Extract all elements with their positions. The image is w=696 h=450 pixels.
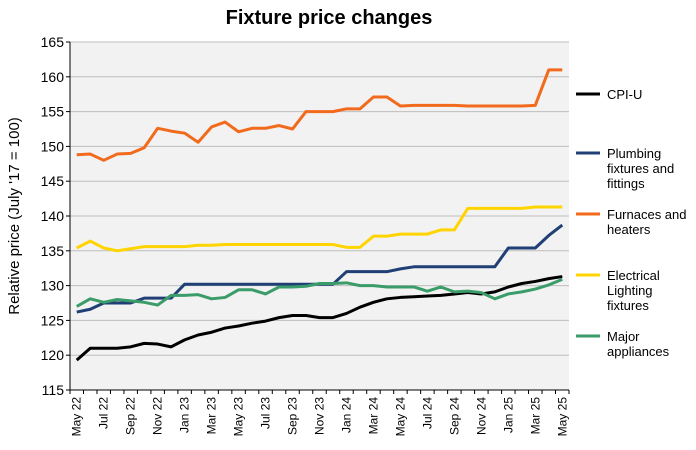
y-tick-label: 120 <box>41 347 65 363</box>
x-tick-label: Sep 24 <box>447 397 461 435</box>
legend-label: Furnaces and heaters <box>607 207 687 237</box>
y-tick-label: 125 <box>41 312 65 328</box>
x-tick-label: Jan 23 <box>178 397 192 433</box>
series-line-3 <box>76 205 563 253</box>
y-axis-label: Relative price (July '17 = 100) <box>6 117 23 315</box>
legend: CPI-U Plumbing fixtures and fittings Furnace… <box>576 87 687 359</box>
y-tick-label: 165 <box>41 34 65 50</box>
x-tick-label: Nov 24 <box>474 397 488 435</box>
x-tick-label: May 24 <box>393 397 407 437</box>
y-tick-label: 145 <box>41 173 65 189</box>
legend-label: CPI-U <box>607 87 642 102</box>
y-tick-label: 115 <box>42 382 65 398</box>
gridlines <box>70 41 569 391</box>
x-tick-label: May 25 <box>555 397 569 437</box>
x-tick-label: Mar 23 <box>205 397 219 435</box>
y-tick-label: 130 <box>41 278 65 294</box>
chart-title: Fixture price changes <box>226 7 433 29</box>
legend-label: Electrical Lighting fixtures <box>607 268 660 313</box>
series-lines <box>75 68 564 362</box>
y-tick-label: 160 <box>41 69 65 85</box>
y-axis-ticks: 115 120 125 130 135 140 145 150 155 160 165 <box>41 34 70 398</box>
x-tick-label: Jul 24 <box>420 397 434 429</box>
x-tick-label: Jul 22 <box>97 397 111 429</box>
x-tick-label: Sep 23 <box>286 397 300 435</box>
series-line-2 <box>76 68 563 162</box>
x-tick-label: Mar 25 <box>528 397 542 435</box>
x-tick-label: Jan 25 <box>501 397 515 433</box>
x-tick-label: Nov 22 <box>151 397 165 435</box>
x-tick-label: May 22 <box>70 397 84 437</box>
y-tick-label: 155 <box>41 104 65 120</box>
y-tick-label: 140 <box>41 208 65 224</box>
x-tick-label: Mar 24 <box>366 397 380 435</box>
x-tick-label: Jan 24 <box>339 397 353 433</box>
legend-label: Major appliances <box>607 329 670 359</box>
y-tick-label: 150 <box>41 138 65 154</box>
x-tick-label: Sep 22 <box>124 397 138 435</box>
x-axis-ticks: May 22 Jul 22 Sep 22 Nov 22 Jan 23 Mar 23 May … <box>69 390 570 437</box>
x-tick-label: May 23 <box>232 397 246 437</box>
x-tick-label: Jul 23 <box>259 397 273 429</box>
legend-label: Plumbing fixtures and fittings <box>607 146 674 191</box>
y-tick-label: 135 <box>41 243 65 259</box>
x-tick-label: Nov 23 <box>313 397 327 435</box>
series-line-4 <box>75 277 563 308</box>
